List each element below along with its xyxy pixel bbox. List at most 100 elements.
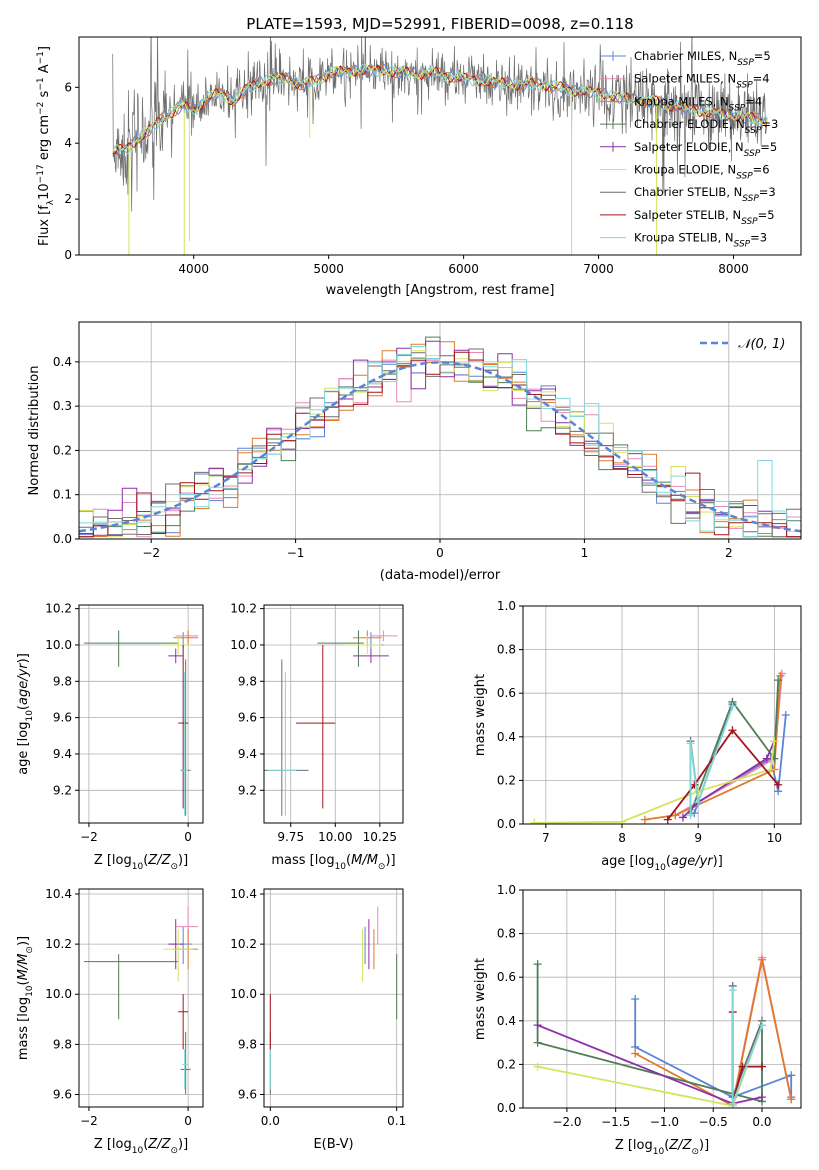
- spectrum-ylabel-part: s: [37, 90, 52, 101]
- weight-marker: [787, 1095, 796, 1104]
- legend-label-part: =4: [745, 94, 762, 108]
- y-tick-label: 2: [64, 192, 72, 206]
- weight-marker: [631, 995, 640, 1003]
- age_vs_mass-xlabel: mass [log10(M/M⊙)]: [271, 853, 395, 872]
- residual-histogram: [79, 351, 801, 538]
- spectrum-ylabel-part: −2: [36, 102, 46, 115]
- legend-label-part: Salpeter MILES, N: [634, 72, 736, 86]
- mass_vs_Z-ylabel-part: ⊙: [25, 946, 35, 954]
- x-tick-label: 5000: [313, 262, 344, 276]
- weight-marker: [533, 960, 542, 969]
- spectrum-ylabel-part: A: [37, 64, 52, 77]
- x-tick-label: −2: [80, 1114, 98, 1128]
- x-tick-label: −1.0: [650, 1115, 679, 1129]
- x-tick-label: 0: [184, 1114, 192, 1128]
- y-tick-label: 0.0: [53, 532, 72, 546]
- x-tick-label: 9.75: [277, 830, 304, 844]
- y-tick-label: 10.2: [45, 937, 72, 951]
- mass_vs_ebv-plot-area: [269, 906, 398, 1095]
- weight-marker: [728, 1099, 737, 1108]
- weight_vs_Z-xlabel-part: 10: [653, 1147, 665, 1157]
- x-tick-label: 10: [767, 831, 782, 845]
- mass_vs_Z-axes: −2 0 9.6 9.8 10.0 10.2 10.4: [45, 887, 203, 1128]
- x-tick-label: 1: [581, 546, 589, 560]
- residuals-ylabel: Normed distribution: [27, 366, 42, 496]
- weight-marker: [766, 765, 775, 774]
- legend-label: Kroupa MILES, NSSP=4: [634, 94, 762, 113]
- y-tick-label: 0.0: [497, 1101, 516, 1115]
- y-tick-label: 4: [64, 136, 72, 150]
- legend-label: Chabrier MILES, NSSP=5: [634, 49, 771, 68]
- y-tick-label: 10.4: [45, 887, 72, 901]
- y-tick-label: 9.8: [238, 674, 257, 688]
- weight_vs_Z-xlabel: Z [log10(Z/Z⊙)]: [615, 1138, 709, 1157]
- legend-label-part: Salpeter STELIB, N: [634, 208, 741, 222]
- weight-marker: [738, 1062, 747, 1071]
- legend-label-part: SSP: [745, 126, 762, 136]
- x-tick-label: 10.00: [318, 830, 352, 844]
- legend-label-part: SSP: [742, 194, 759, 204]
- age_vs_mass-plot-area: [264, 630, 398, 816]
- x-tick-label: 0.1: [387, 1114, 406, 1128]
- weight-marker: [774, 676, 783, 685]
- weight-marker: [533, 1021, 542, 1030]
- weight_vs_age-xlabel-part: age [log: [601, 854, 654, 869]
- weight_vs_age-xlabel-part: age/yr: [671, 854, 714, 869]
- legend-label-part: SSP: [734, 240, 751, 250]
- y-tick-label: 0.8: [497, 643, 516, 657]
- x-tick-label: 4000: [178, 262, 209, 276]
- spectrum-axes: 4000 5000 6000 7000 8000 0 2 4 6: [64, 80, 748, 276]
- y-tick-label: 10.2: [230, 602, 257, 616]
- weight-marker: [757, 1093, 766, 1102]
- legend-label-part: Kroupa MILES, N: [634, 94, 729, 108]
- legend-label: Salpeter MILES, NSSP=4: [634, 72, 770, 91]
- age_vs_mass-xlabel-part: (: [346, 853, 351, 868]
- age_vs_Z-xlabel-part: Z/Z: [147, 853, 171, 868]
- weight_vs_age-frame: [522, 605, 802, 825]
- weight-marker: [781, 711, 790, 719]
- x-tick-label: 0.0: [752, 1115, 771, 1129]
- spectrum-ylabel-part: λ: [46, 199, 56, 205]
- y-tick-label: 9.6: [53, 711, 72, 725]
- x-tick-label: −1.5: [601, 1115, 630, 1129]
- weight_vs_Z-frame: [522, 889, 802, 1109]
- legend-label: Chabrier ELODIE, NSSP=3: [634, 117, 778, 136]
- x-tick-label: 0.0: [261, 1114, 280, 1128]
- mass_vs_Z-ylabel-part: M/M: [16, 954, 31, 981]
- x-tick-label: 9: [694, 831, 702, 845]
- weight-marker: [678, 813, 687, 822]
- age_vs_mass-xlabel-part: 10: [335, 862, 347, 872]
- weight-marker: [762, 754, 771, 763]
- weight_vs_age-axes: 7 8 9 10 0.0 0.2 0.4 0.6 0.8 1.0: [497, 599, 801, 845]
- weight_vs_Z-xlabel-part: (: [664, 1138, 669, 1153]
- age_vs_Z-xlabel-part: )]: [178, 853, 188, 868]
- age_vs_mass-xlabel-part: mass [log: [271, 853, 334, 868]
- age_vs_mass-xlabel-part: ⊙: [378, 862, 386, 872]
- spectrum-ylabel-part: −1: [36, 51, 46, 64]
- weight-marker: [640, 815, 649, 824]
- x-tick-label: −2.0: [552, 1115, 581, 1129]
- mass_vs_Z-ylabel: mass [log10(M/M⊙)]: [16, 936, 35, 1060]
- age_vs_Z-ylabel-part: 10: [25, 710, 35, 722]
- weight-marker: [787, 1071, 796, 1080]
- x-tick-label: −0.5: [699, 1115, 728, 1129]
- weight_vs_Z-xlabel-part: Z [log: [615, 1138, 653, 1153]
- y-tick-label: 9.4: [53, 747, 72, 761]
- age_vs_Z-ylabel-part: )]: [16, 653, 31, 663]
- y-tick-label: 10.0: [45, 987, 72, 1001]
- weight-marker: [533, 1062, 542, 1071]
- age_vs_mass-frame: [263, 604, 404, 824]
- spectrum-frame: [78, 36, 802, 256]
- legend-label-part: Chabrier STELIB, N: [634, 185, 742, 199]
- legend-label-part: SSP: [744, 149, 761, 159]
- mass_vs_Z-xlabel-part: 10: [132, 1146, 144, 1156]
- mass_vs_Z-xlabel-part: Z [log: [94, 1137, 132, 1152]
- weight-marker: [694, 787, 703, 796]
- y-tick-label: 1.0: [497, 883, 516, 897]
- y-tick-label: 10.2: [45, 602, 72, 616]
- y-tick-label: 9.8: [238, 1037, 257, 1051]
- weight-marker: [757, 1062, 766, 1071]
- weight-line: [689, 680, 780, 814]
- weight-marker: [663, 815, 672, 824]
